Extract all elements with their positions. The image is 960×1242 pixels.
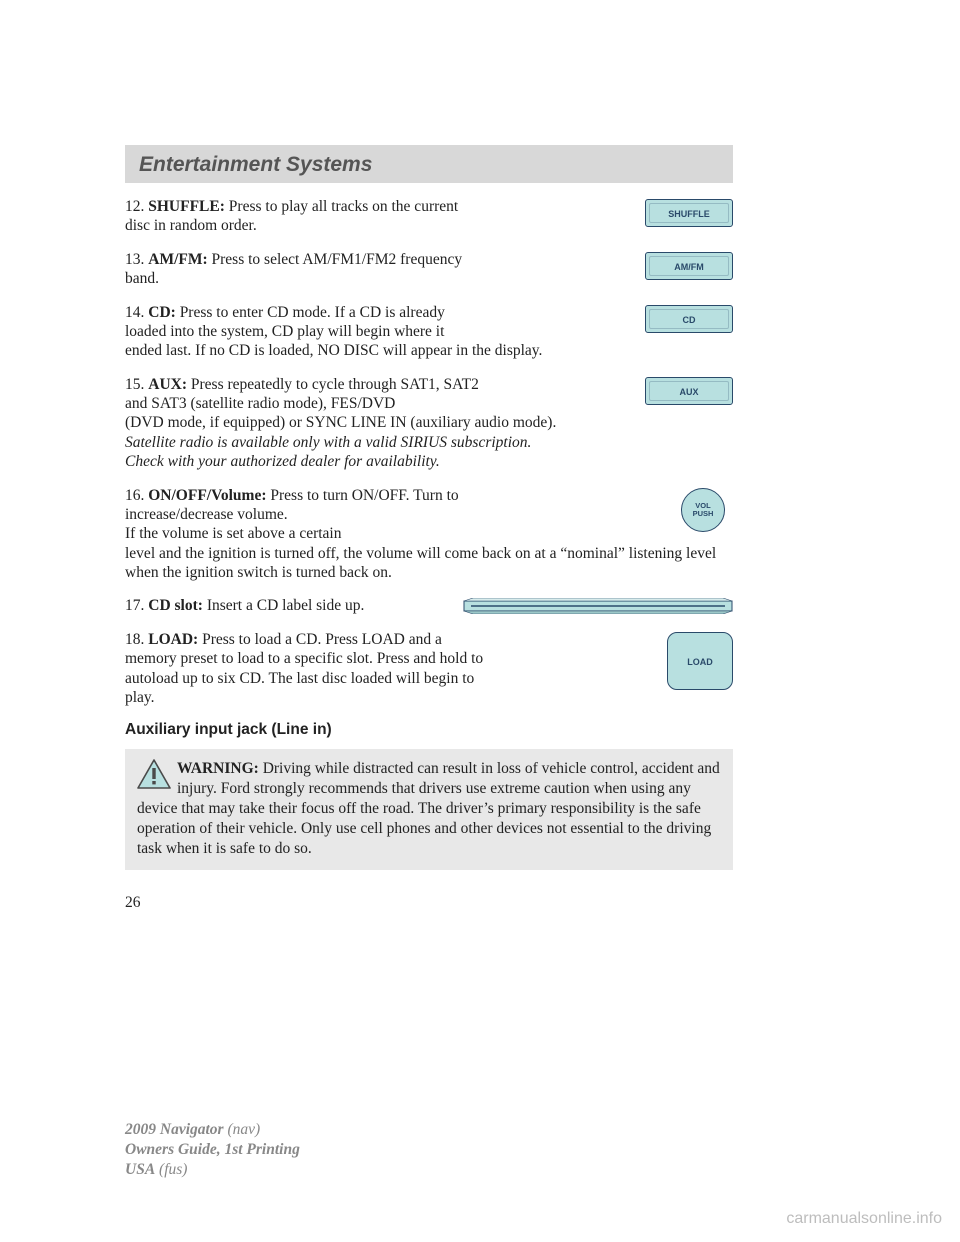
item-14-text: 14. CD: Press to enter CD mode. If a CD … [125,303,733,361]
num: 18. [125,631,144,648]
page-content: Entertainment Systems SHUFFLE 12. SHUFFL… [125,145,733,912]
narrow: 15. AUX: Press repeatedly to cycle throu… [125,375,485,414]
aux-jack-heading: Auxiliary input jack (Line in) [125,721,733,739]
cd-slot-fig [463,598,733,614]
item-14: CD 14. CD: Press to enter CD mode. If a … [125,303,733,361]
section-header: Entertainment Systems [125,145,733,183]
item-12-text: 12. SHUFFLE: Press to play all tracks on… [125,197,485,236]
cd-slot-icon [463,598,733,614]
volume-knob-icon: VOL PUSH [681,488,725,532]
amfm-button-fig: AM/FM [645,252,733,280]
volume-knob-fig: VOL PUSH [673,488,733,532]
section-title: Entertainment Systems [139,153,372,176]
footer: 2009 Navigator (nav) Owners Guide, 1st P… [125,1120,300,1180]
footer-region-code: (fus) [155,1161,187,1178]
warning-icon [137,759,171,789]
narrow: 16. ON/OFF/Volume: Press to turn ON/OFF.… [125,486,485,525]
cd-button-icon: CD [645,305,733,333]
page-number: 26 [125,894,733,912]
rest2: level and the ignition is turned off, th… [125,545,716,581]
num: 17. [125,597,144,614]
narrow: 14. CD: Press to enter CD mode. If a CD … [125,303,485,342]
desc: Insert a CD label side up. [203,597,364,614]
label: SHUFFLE: [148,198,225,215]
vol-l2: PUSH [693,509,714,518]
rest: (DVD mode, if equipped) or SYNC LINE IN … [125,414,556,431]
item-12: SHUFFLE 12. SHUFFLE: Press to play all t… [125,197,733,236]
amfm-button-icon: AM/FM [645,252,733,280]
cd-button-fig: CD [645,305,733,333]
item-18-text: 18. LOAD: Press to load a CD. Press LOAD… [125,630,485,708]
aux-button-fig: AUX [645,377,733,405]
warning-label: WARNING: [177,760,259,777]
num: 12. [125,198,144,215]
num: 16. [125,487,144,504]
aux-button-icon: AUX [645,377,733,405]
rest: ended last. If no CD is loaded, NO DISC … [125,342,542,359]
label: ON/OFF/Volume: [148,487,266,504]
num: 14. [125,304,144,321]
item-16: VOL PUSH 16. ON/OFF/Volume: Press to tur… [125,486,733,583]
shuffle-button-icon: SHUFFLE [645,199,733,227]
footer-model: 2009 Navigator [125,1121,224,1138]
label: AM/FM: [148,251,207,268]
load-button-fig: LOAD [643,632,733,690]
rest1: If the volume is set above a certain [125,525,342,542]
item-15-text: 15. AUX: Press repeatedly to cycle throu… [125,375,733,472]
footer-guide: Owners Guide, 1st Printing [125,1140,300,1160]
item-13: AM/FM 13. AM/FM: Press to select AM/FM1/… [125,250,733,289]
item-17-text: 17. CD slot: Insert a CD label side up. [125,596,425,615]
num: 13. [125,251,144,268]
watermark: carmanualsonline.info [786,1210,942,1228]
label: CD: [148,304,176,321]
note2: Check with your authorized dealer for av… [125,453,440,470]
num: 15. [125,376,144,393]
footer-region: USA [125,1161,155,1178]
note1: Satellite radio is available only with a… [125,434,531,451]
shuffle-button-fig: SHUFFLE [645,199,733,227]
label: LOAD: [148,631,198,648]
footer-model-code: (nav) [224,1121,261,1138]
item-15: AUX 15. AUX: Press repeatedly to cycle t… [125,375,733,472]
label: AUX: [148,376,187,393]
item-18: LOAD 18. LOAD: Press to load a CD. Press… [125,630,733,708]
item-13-text: 13. AM/FM: Press to select AM/FM1/FM2 fr… [125,250,485,289]
load-button-icon: LOAD [667,632,733,690]
label: CD slot: [148,597,203,614]
item-16-text: 16. ON/OFF/Volume: Press to turn ON/OFF.… [125,486,733,583]
item-17: 17. CD slot: Insert a CD label side up. [125,596,733,615]
warning-box: WARNING: Driving while distracted can re… [125,749,733,870]
